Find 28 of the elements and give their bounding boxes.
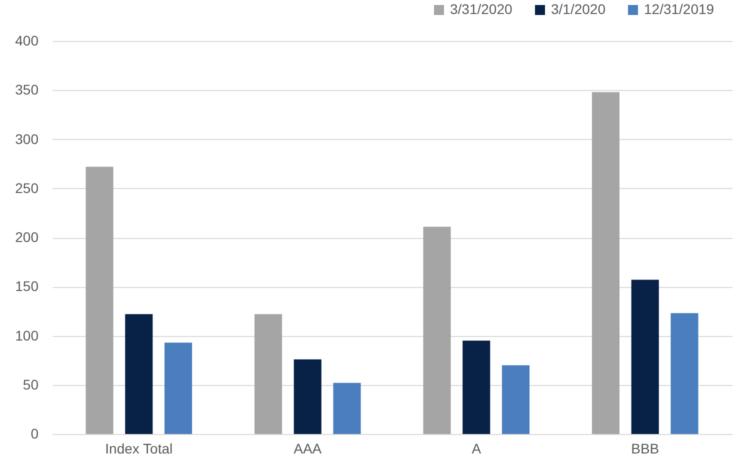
bar xyxy=(164,342,192,434)
bar xyxy=(294,359,322,434)
y-tick-label: 50 xyxy=(22,376,39,392)
bar xyxy=(86,166,114,434)
bar xyxy=(592,92,620,434)
y-tick-label: 300 xyxy=(15,130,39,147)
bar xyxy=(631,280,659,434)
y-tick-label: 0 xyxy=(30,426,39,442)
legend-label: 3/1/2020 xyxy=(551,1,606,17)
bar xyxy=(333,382,361,434)
bar xyxy=(254,314,282,434)
y-tick-label: 200 xyxy=(15,229,39,245)
bar xyxy=(670,313,698,434)
x-tick-label: AAA xyxy=(294,440,322,456)
y-tick-label: 100 xyxy=(15,327,39,344)
y-tick-label: 150 xyxy=(15,278,39,294)
bar xyxy=(423,226,451,434)
legend-label: 3/31/2020 xyxy=(450,1,512,17)
x-tick-label: A xyxy=(472,440,482,456)
bar xyxy=(502,365,530,434)
y-tick-label: 250 xyxy=(15,180,39,196)
y-tick-label: 400 xyxy=(15,32,39,48)
y-tick-label: 350 xyxy=(15,82,39,98)
legend-label: 12/31/2019 xyxy=(644,1,714,17)
x-tick-label: BBB xyxy=(631,440,660,456)
bar xyxy=(462,340,490,434)
bar xyxy=(125,314,153,434)
x-tick-label: Index Total xyxy=(105,440,173,456)
